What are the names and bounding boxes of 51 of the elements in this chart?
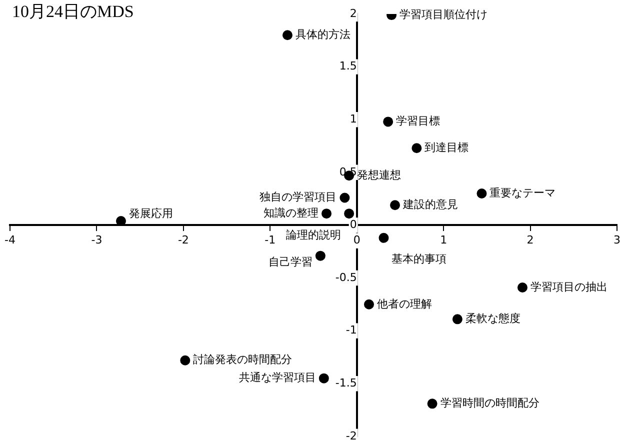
y-tick-label: 2 (350, 6, 357, 20)
chart-title: 10月24日のMDS (12, 1, 134, 23)
annotation: 重要なテーマ (490, 186, 556, 200)
y-tick-label: -1 (346, 324, 357, 337)
x-tick-label: 2 (526, 234, 534, 247)
x-tick-label: 3 (614, 234, 620, 247)
annotation: 学習項目の抽出 (530, 280, 608, 294)
point (364, 299, 374, 310)
point (427, 398, 438, 409)
annotation: 知識の整理 (264, 206, 319, 220)
point (344, 208, 354, 219)
annotation: 独自の学習項目 (260, 190, 337, 204)
point (476, 188, 487, 199)
annotation: 基本的事項 (392, 252, 447, 266)
annotation: 学習目標 (396, 114, 440, 128)
annotation: 自己学習 (268, 256, 312, 269)
annotation: 発展応用 (128, 206, 173, 220)
point (315, 250, 326, 261)
point (180, 355, 190, 366)
y-tick-label: 1 (350, 112, 357, 126)
point (318, 373, 329, 384)
point (452, 314, 462, 324)
annotation: 他者の理解 (376, 297, 432, 310)
y-tick-label: 0 (350, 218, 357, 232)
point (517, 282, 528, 293)
annotation: 具体的方法 (295, 28, 350, 41)
y-tick-label: -2 (346, 429, 357, 442)
point (412, 143, 422, 154)
point (383, 116, 394, 127)
point (378, 232, 389, 243)
x-tick-label: 1 (440, 234, 448, 247)
point (390, 200, 400, 210)
annotation: 共通な学習項目 (238, 371, 316, 384)
y-tick-label: -0.5 (335, 270, 357, 284)
y-tick-label: 1.5 (339, 60, 357, 73)
annotation: 柔軟な態度 (465, 312, 520, 326)
point (340, 192, 350, 203)
annotation: 学習時間の時間配分 (440, 396, 540, 410)
annotation: 到達目標 (424, 140, 469, 154)
point (322, 208, 332, 219)
annotation: 発想連想 (357, 168, 402, 182)
annotation: 学習項目順位付け (400, 8, 488, 21)
annotation: 論理的説明 (286, 228, 342, 242)
annotation: 建設的意見 (402, 198, 458, 211)
x-tick-label: -2 (178, 234, 189, 247)
x-tick-label: -3 (91, 234, 102, 247)
annotation: 討論発表の時間配分 (193, 353, 292, 366)
x-tick-label: -1 (264, 234, 276, 247)
point (282, 30, 292, 40)
y-tick-label: -1.5 (335, 376, 357, 390)
x-tick-label: -4 (4, 234, 16, 247)
